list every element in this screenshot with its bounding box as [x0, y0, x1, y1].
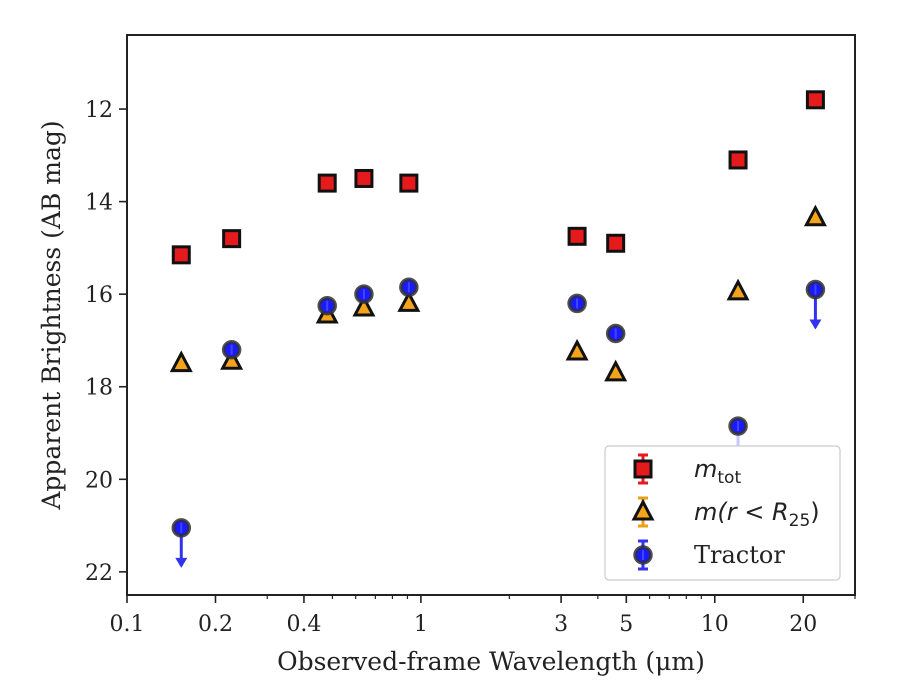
- x-tick-label: 0.1: [110, 612, 145, 637]
- upper-limit-arrowhead: [175, 557, 188, 568]
- x-tick-label: 1: [414, 612, 428, 637]
- legend-label-tractor: Tractor: [694, 541, 785, 569]
- x-tick-label: 20: [789, 612, 817, 637]
- point-m_r25: [803, 204, 827, 227]
- axis-ticks: 0.1 0.2 0.4 1 3 5 10 20 12 14 16 18 20 22: [85, 98, 856, 637]
- data-marks: [169, 90, 827, 568]
- legend-label-m_tot: mtot: [694, 455, 741, 488]
- legend: mtot m(r < R25) Tractor: [604, 445, 841, 581]
- point-m_r25: [220, 348, 244, 370]
- legend-marker-m_r25: [631, 498, 655, 521]
- x-tick-label: 5: [619, 612, 633, 637]
- point-m_r25: [726, 278, 750, 301]
- point-m_r25: [397, 290, 421, 312]
- x-tick-label: 0.2: [198, 612, 233, 637]
- x-tick-label: 10: [701, 612, 729, 637]
- y-tick-label: 16: [85, 283, 113, 308]
- x-axis-label: Observed-frame Wavelength (μm): [277, 647, 705, 676]
- series-tractor: [171, 277, 826, 568]
- x-tick-label: 3: [554, 612, 568, 637]
- legend-label-m_r25: m(r < R25): [694, 498, 820, 531]
- plot-frame: [126, 34, 856, 596]
- series-m_tot: [171, 90, 825, 265]
- y-tick-label: 18: [85, 376, 113, 401]
- y-tick-label: 14: [85, 191, 113, 216]
- y-tick-label: 20: [85, 468, 113, 493]
- point-m_r25: [604, 359, 628, 382]
- point-m_r25: [169, 350, 193, 373]
- y-axis-label: Apparent Brightness (AB mag): [37, 120, 66, 510]
- point-m_r25: [565, 338, 589, 361]
- upper-limit-arrowhead: [809, 319, 822, 330]
- x-tick-label: 0.4: [286, 612, 321, 637]
- legend-box: [604, 445, 841, 581]
- y-tick-label: 12: [85, 98, 113, 123]
- y-tick-label: 22: [85, 561, 113, 586]
- point-m_r25: [352, 294, 376, 317]
